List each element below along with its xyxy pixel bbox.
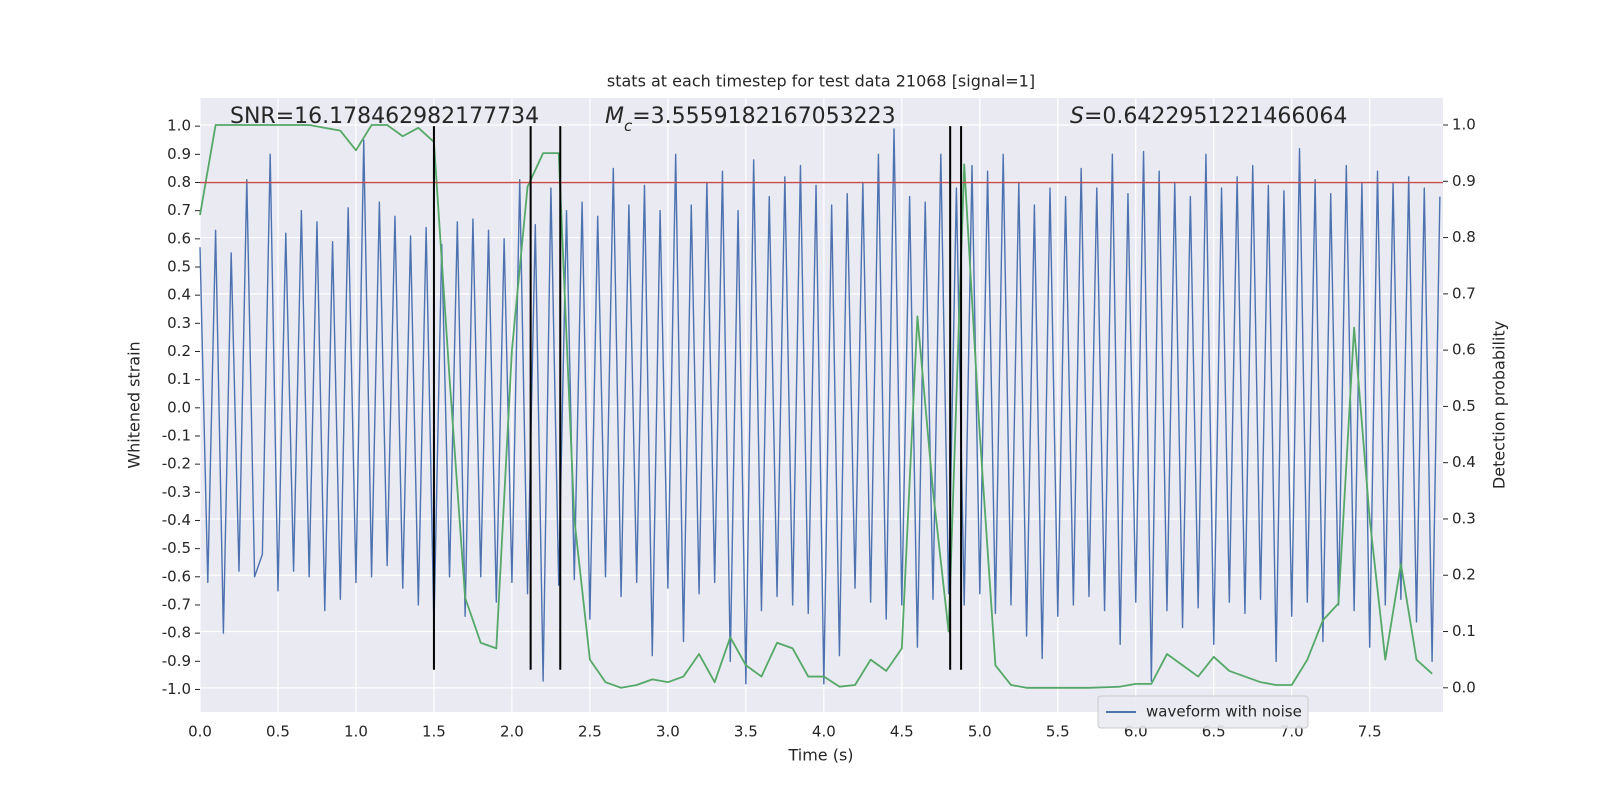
y-tick-label: 0.4 [167, 286, 191, 304]
y-tick-label: 0.7 [167, 201, 191, 219]
snr-annotation: SNR=16.178462982177734 [230, 104, 539, 129]
y-tick-label: -0.7 [162, 595, 191, 613]
x-tick-label: 0.0 [188, 723, 212, 741]
y2-tick-label: 0.0 [1452, 678, 1476, 696]
y2-tick-label: 1.0 [1452, 116, 1476, 134]
x-tick-label: 4.5 [890, 723, 914, 741]
y-tick-label: 0.1 [167, 370, 191, 388]
y2-tick-label: 0.6 [1452, 341, 1476, 359]
x-tick-label: 2.5 [578, 723, 602, 741]
legend-label: waveform with noise [1146, 703, 1302, 721]
y-tick-label: -0.9 [162, 652, 191, 670]
x-tick-label: 3.0 [656, 723, 680, 741]
legend-box [1097, 695, 1309, 729]
y-tick-label: -1.0 [162, 680, 191, 698]
grid [199, 98, 1443, 712]
axes: 0.0 0.5 1.0 1.5 2.0 2.5 3.0 3.5 4.0 4.5 5.0 5.5 6.0 6… [162, 116, 1476, 741]
x-tick-label: 3.5 [734, 723, 758, 741]
s-value: =0.6422951221466064 [1084, 104, 1347, 129]
mc-value: =3.5559182167053223 [632, 104, 895, 129]
x-tick-label: 2.0 [500, 723, 524, 741]
y-axis-label: Whitened strain [125, 341, 144, 468]
y-tick-label: -0.1 [162, 426, 191, 444]
chart-title: stats at each timestep for test data 210… [607, 72, 1035, 91]
y2-tick-label: 0.5 [1452, 397, 1476, 415]
mc-subscript: c [624, 117, 633, 135]
x-tick-label: 7.5 [1358, 723, 1382, 741]
x-tick-label: 1.5 [422, 723, 446, 741]
y2-tick-label: 0.3 [1452, 509, 1476, 527]
legend: waveform with noise [1097, 695, 1309, 729]
marks [199, 124, 1443, 689]
y2-tick-label: 0.1 [1452, 622, 1476, 640]
x-tick-label: 5.0 [968, 723, 992, 741]
series-line [199, 124, 1433, 689]
x-tick-label: 4.0 [812, 723, 836, 741]
x-tick-label: 1.0 [344, 723, 368, 741]
y-tick-label: -0.6 [162, 567, 191, 585]
y-tick-label: -0.3 [162, 483, 191, 501]
y-tick-label: -0.8 [162, 624, 191, 642]
y-tick-label: 0.9 [167, 145, 191, 163]
s-symbol: S [1070, 104, 1084, 129]
y2-tick-label: 0.4 [1452, 453, 1476, 471]
y-tick-label: -0.4 [162, 511, 191, 529]
y2-tick-label: 0.2 [1452, 566, 1476, 584]
x-axis-label: Time (s) [787, 746, 853, 765]
y-tick-label: 0.6 [167, 229, 191, 247]
x-tick-label: 0.5 [266, 723, 290, 741]
y2-axis-label: Detection probability [1490, 321, 1509, 489]
y2-tick-label: 0.8 [1452, 228, 1476, 246]
y-tick-label: 0.3 [167, 314, 191, 332]
y-tick-label: -0.2 [162, 455, 191, 473]
y-tick-label: 0.5 [167, 257, 191, 275]
y-tick-label: 1.0 [167, 117, 191, 135]
y2-tick-label: 0.7 [1452, 284, 1476, 302]
y-tick-label: 0.8 [167, 173, 191, 191]
y-tick-label: -0.5 [162, 539, 191, 557]
y-tick-label: 0.2 [167, 342, 191, 360]
mc-annotation: Mc=3.5559182167053223 [605, 104, 896, 135]
x-tick-label: 5.5 [1046, 723, 1070, 741]
s-annotation: S=0.6422951221466064 [1070, 104, 1347, 129]
series-line [199, 128, 1441, 685]
y2-tick-label: 0.9 [1452, 172, 1476, 190]
mc-symbol: M [605, 104, 624, 129]
y-tick-label: 0.0 [167, 398, 191, 416]
